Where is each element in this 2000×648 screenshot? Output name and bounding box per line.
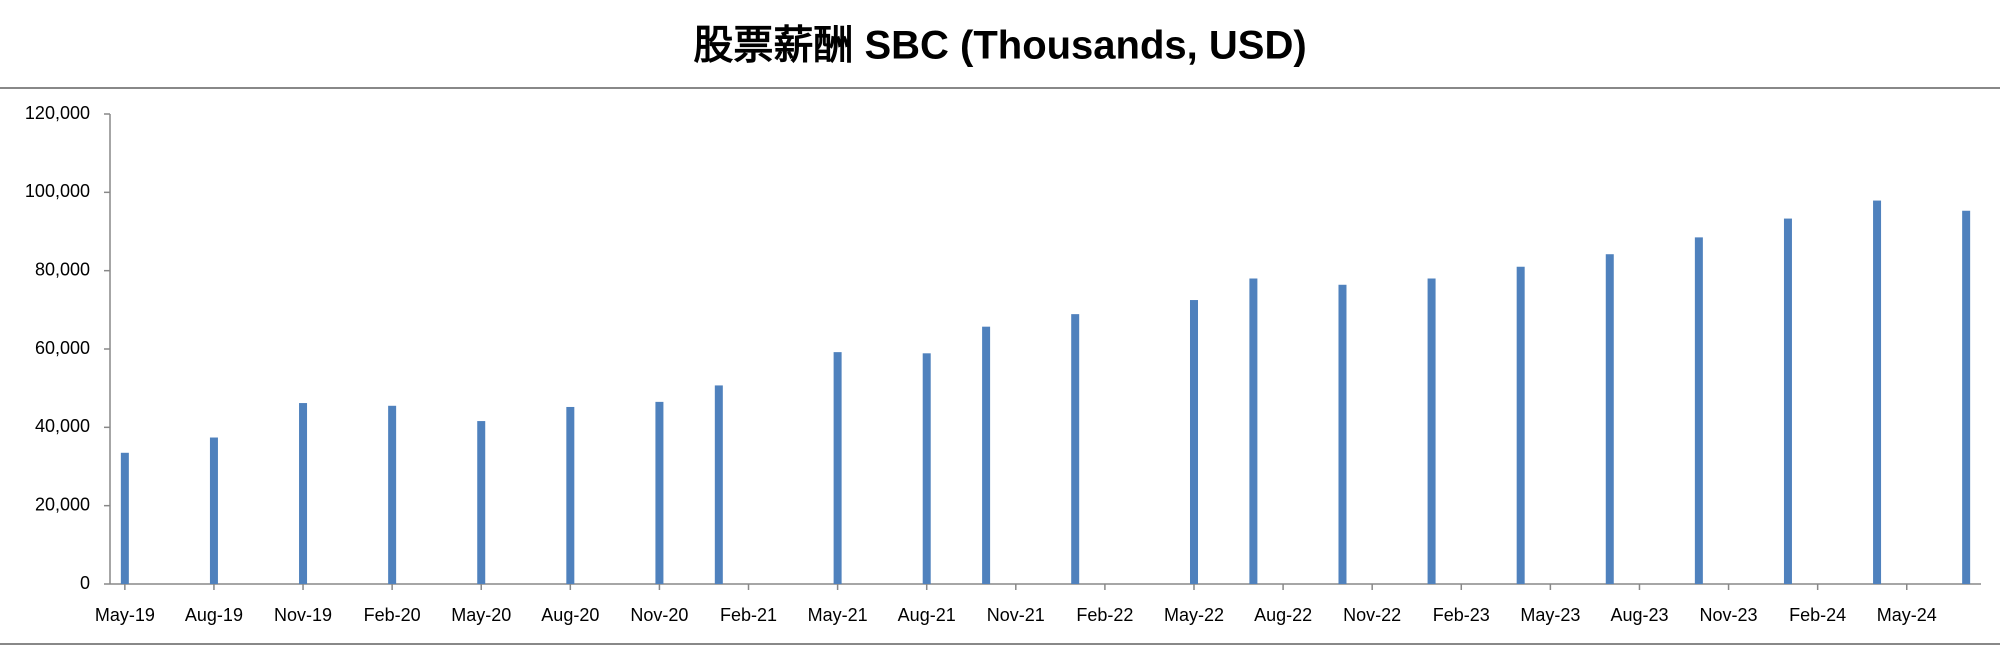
bar — [1873, 200, 1882, 584]
x-tick-label: Feb-21 — [720, 605, 777, 625]
chart-title: 股票薪酬 SBC (Thousands, USD) — [693, 24, 1306, 68]
y-tick-label: 100,000 — [25, 181, 90, 201]
x-tick-label: Nov-19 — [274, 605, 332, 625]
x-tick-label: Aug-20 — [541, 605, 599, 625]
bar — [1427, 278, 1436, 584]
x-tick-label: Feb-20 — [364, 605, 421, 625]
bar — [477, 421, 486, 584]
bar — [714, 385, 723, 584]
bar — [209, 437, 218, 584]
bar — [922, 353, 931, 584]
bar — [833, 352, 842, 584]
y-tick-label: 0 — [80, 573, 90, 593]
y-tick-label: 60,000 — [35, 338, 90, 358]
x-tick-label: May-20 — [451, 605, 511, 625]
bar — [1338, 284, 1347, 584]
x-tick-label: Feb-24 — [1789, 605, 1846, 625]
bar — [1071, 314, 1080, 584]
bar — [566, 406, 575, 584]
y-tick-label: 120,000 — [25, 103, 90, 123]
bar — [1249, 278, 1258, 584]
x-tick-label: May-21 — [808, 605, 868, 625]
x-tick-label: May-24 — [1877, 605, 1937, 625]
x-tick-label: Aug-21 — [898, 605, 956, 625]
x-tick-label: Nov-22 — [1343, 605, 1401, 625]
x-tick-label: Nov-20 — [630, 605, 688, 625]
x-tick-label: Aug-22 — [1254, 605, 1312, 625]
x-tick-label: May-19 — [95, 605, 155, 625]
x-tick-label: Nov-21 — [987, 605, 1045, 625]
x-tick-label: May-23 — [1520, 605, 1580, 625]
x-tick-label: Feb-22 — [1076, 605, 1133, 625]
bar — [299, 403, 308, 584]
bar — [1189, 300, 1198, 584]
bar — [1962, 210, 1971, 584]
x-tick-label: Aug-19 — [185, 605, 243, 625]
bar — [1694, 237, 1703, 584]
bar — [1605, 254, 1614, 584]
y-tick-label: 20,000 — [35, 494, 90, 514]
x-tick-label: Feb-23 — [1433, 605, 1490, 625]
y-tick-label: 80,000 — [35, 259, 90, 279]
x-tick-label: Nov-23 — [1700, 605, 1758, 625]
x-tick-label: May-22 — [1164, 605, 1224, 625]
x-tick-label: Aug-23 — [1610, 605, 1668, 625]
bar — [982, 326, 991, 584]
bar — [1516, 266, 1525, 584]
bar — [388, 405, 397, 584]
bar — [655, 401, 664, 584]
bar — [1783, 218, 1792, 584]
y-tick-label: 40,000 — [35, 416, 90, 436]
bar — [120, 452, 129, 584]
